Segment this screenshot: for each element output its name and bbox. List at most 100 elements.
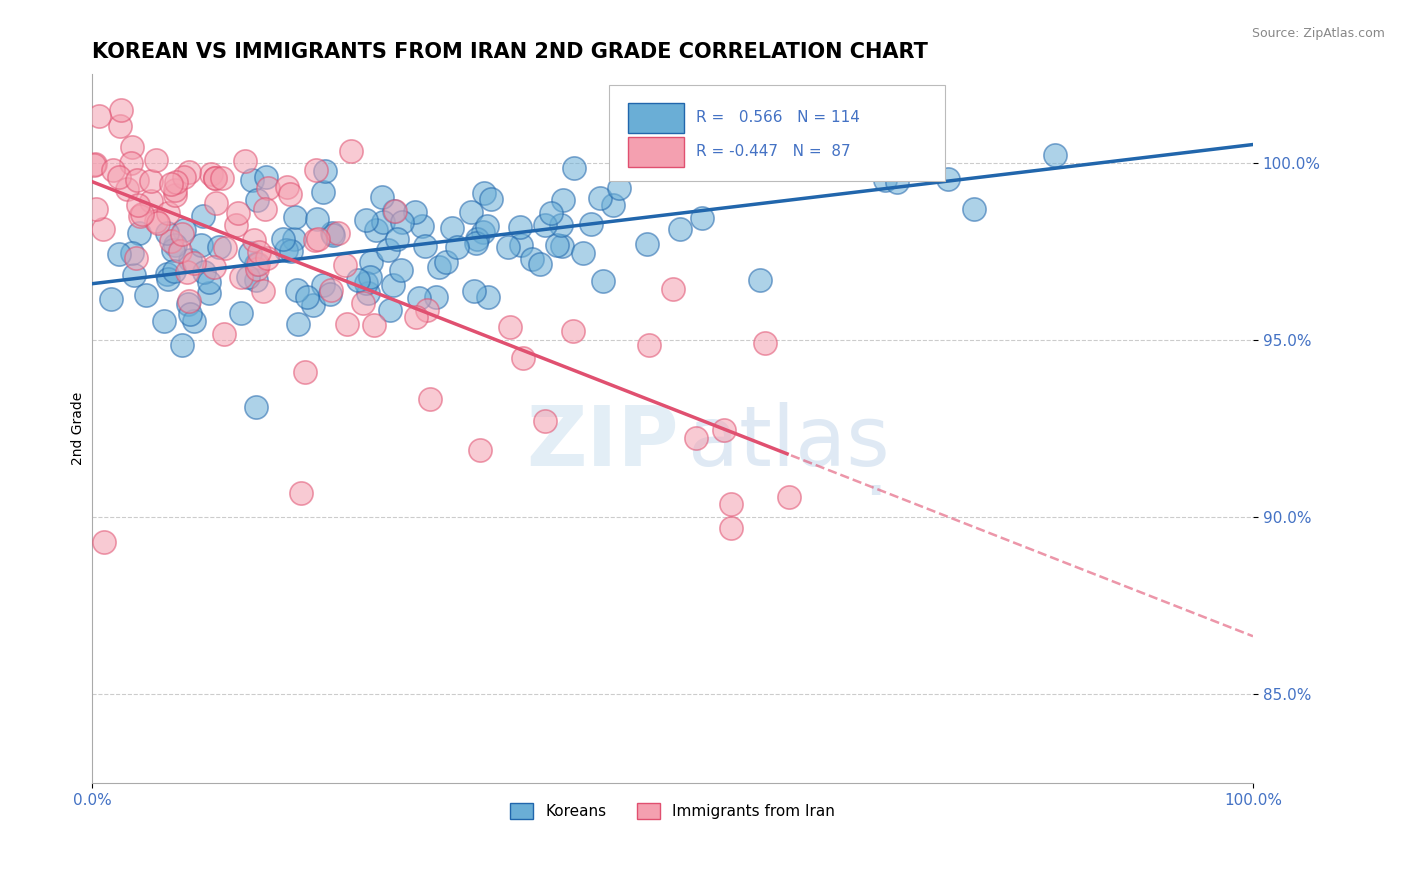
Point	[534, 218, 557, 232]
Point	[321, 283, 343, 297]
Point	[233, 153, 256, 168]
Point	[385, 232, 408, 246]
Point	[301, 298, 323, 312]
Point	[307, 212, 329, 227]
Point	[472, 225, 495, 239]
Point	[322, 228, 344, 243]
Point	[236, 270, 259, 285]
Point	[156, 226, 179, 240]
Point	[91, 222, 114, 236]
Point	[156, 267, 179, 281]
Point	[120, 156, 142, 170]
Point	[305, 162, 328, 177]
Point	[550, 218, 572, 232]
Point	[533, 413, 555, 427]
Point	[204, 170, 226, 185]
Point	[359, 269, 381, 284]
Point	[290, 485, 312, 500]
Point	[115, 182, 138, 196]
Point	[312, 186, 335, 200]
Point	[425, 290, 447, 304]
Point	[720, 521, 742, 535]
Point	[121, 140, 143, 154]
Point	[592, 274, 614, 288]
Point	[169, 244, 191, 259]
Point	[131, 207, 153, 221]
Point	[340, 144, 363, 158]
Point	[245, 401, 267, 415]
Point	[103, 162, 125, 177]
Point	[246, 256, 269, 270]
Point	[314, 163, 336, 178]
Point	[602, 198, 624, 212]
Point	[371, 215, 394, 229]
Point	[170, 227, 193, 241]
Point	[371, 190, 394, 204]
Point	[204, 170, 226, 185]
Point	[127, 198, 149, 212]
Point	[352, 296, 374, 310]
Point	[205, 195, 228, 210]
Point	[381, 277, 404, 292]
Point	[512, 351, 534, 366]
Point	[202, 260, 225, 274]
Point	[434, 255, 457, 269]
Point	[177, 297, 200, 311]
FancyBboxPatch shape	[609, 85, 945, 181]
Point	[179, 253, 201, 268]
Point	[446, 240, 468, 254]
Point	[231, 270, 253, 285]
Point	[413, 239, 436, 253]
Point	[465, 232, 488, 246]
Point	[886, 175, 908, 189]
Point	[179, 164, 201, 178]
Point	[183, 256, 205, 270]
Y-axis label: 2nd Grade: 2nd Grade	[72, 392, 86, 466]
Point	[382, 204, 405, 219]
Point	[93, 535, 115, 549]
Point	[214, 241, 236, 255]
Point	[198, 276, 221, 290]
Point	[440, 220, 463, 235]
Point	[157, 206, 180, 220]
Point	[163, 188, 186, 202]
Point	[87, 109, 110, 123]
Point	[135, 287, 157, 301]
Point	[139, 194, 162, 209]
Point	[172, 337, 194, 351]
Point	[384, 203, 406, 218]
Point	[247, 245, 270, 260]
Point	[294, 365, 316, 379]
Point	[429, 260, 451, 274]
Point	[360, 255, 382, 269]
Point	[356, 213, 378, 227]
Point	[509, 237, 531, 252]
Point	[245, 257, 267, 271]
Point	[162, 243, 184, 257]
Point	[173, 223, 195, 237]
Point	[463, 284, 485, 298]
Point	[499, 319, 522, 334]
Point	[83, 157, 105, 171]
Point	[408, 291, 430, 305]
Point	[607, 181, 630, 195]
Point	[128, 226, 150, 240]
Point	[190, 237, 212, 252]
Point	[145, 153, 167, 168]
Point	[163, 238, 186, 252]
Point	[685, 431, 707, 445]
Point	[522, 252, 544, 266]
Point	[326, 226, 349, 240]
Point	[208, 240, 231, 254]
Point	[254, 170, 277, 185]
Point	[851, 158, 873, 172]
Point	[160, 177, 183, 191]
Point	[193, 209, 215, 223]
Point	[280, 244, 302, 259]
Point	[243, 233, 266, 247]
Point	[200, 167, 222, 181]
Point	[312, 278, 335, 293]
Point	[145, 214, 167, 228]
Point	[589, 191, 612, 205]
Point	[125, 173, 148, 187]
